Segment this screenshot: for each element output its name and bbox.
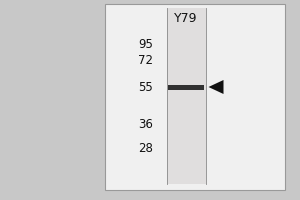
Bar xyxy=(168,84,204,90)
Text: 36: 36 xyxy=(138,118,153,132)
Text: 55: 55 xyxy=(138,81,153,94)
Text: 28: 28 xyxy=(138,142,153,154)
Bar xyxy=(105,4,285,190)
Text: Y79: Y79 xyxy=(174,11,198,24)
Polygon shape xyxy=(208,80,224,94)
Bar xyxy=(167,8,206,184)
Text: 72: 72 xyxy=(138,54,153,68)
Text: 95: 95 xyxy=(138,38,153,50)
